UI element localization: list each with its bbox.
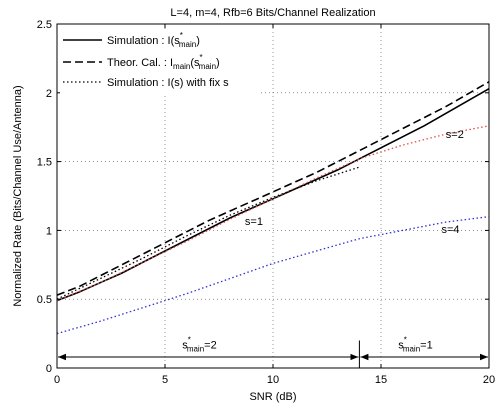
region-label: s* main=2 — [182, 336, 217, 354]
text-part: (s — [190, 57, 200, 69]
annotations: s=1s=2s=4s* main=2 s* main=1 — [58, 129, 488, 368]
region-label: s* main=1 — [398, 336, 433, 354]
text-part: * — [188, 336, 191, 345]
x-tick-label: 0 — [54, 374, 60, 386]
legend-label: Simulation : I(s* main) — [107, 31, 200, 49]
legend: Simulation : I(s* main)Theor. Cal. : Imai… — [60, 31, 260, 94]
x-tick-label: 5 — [162, 374, 168, 386]
y-tick-label: 0.5 — [37, 294, 52, 306]
chart-title: L=4, m=4, Rfb=6 Bits/Channel Realization — [170, 7, 375, 19]
text-part: ) — [216, 57, 220, 69]
y-tick-label: 2 — [46, 88, 52, 100]
series-layer — [57, 81, 489, 335]
text-part: main — [179, 40, 196, 49]
y-tick-label: 0 — [46, 363, 52, 375]
text-part: main — [187, 345, 204, 354]
text-part: =2 — [204, 340, 217, 352]
text-part: ) — [196, 35, 200, 47]
text-part: s — [182, 340, 188, 352]
text-part: Theor. Cal. : I — [107, 57, 173, 69]
series-label: s=2 — [446, 129, 464, 141]
x-tick-label: 20 — [483, 374, 495, 386]
text-part: * — [404, 336, 407, 345]
x-axis-title: SNR (dB) — [249, 391, 296, 403]
text-part: =1 — [420, 340, 433, 352]
x-tick-label: 15 — [375, 374, 387, 386]
ticks: 0 5 10 15 20 0 0.5 1 1.5 2 2.5 — [37, 19, 495, 386]
solid-series-line — [57, 88, 489, 302]
text-part: * — [200, 53, 203, 62]
legend-label: Simulation : I(s) with fix s — [107, 77, 229, 89]
dotted-series-line — [57, 166, 360, 300]
series-label: s=4 — [441, 224, 459, 236]
legend-box — [60, 32, 260, 94]
text-part: main — [403, 345, 420, 354]
y-tick-label: 1 — [46, 225, 52, 237]
text-part: s — [398, 340, 404, 352]
text-part: * — [180, 31, 183, 40]
y-tick-label: 2.5 — [37, 19, 52, 31]
series-label: s=1 — [245, 216, 263, 228]
y-axis-title: Normalized Rate (Bits/Channel Use/Antenn… — [12, 85, 24, 306]
text-part: main — [199, 62, 216, 71]
text-part: Simulation : I(s) with fix s — [107, 77, 229, 89]
x-tick-label: 10 — [267, 374, 279, 386]
dashed-series-line — [57, 81, 489, 296]
text-part: main — [173, 62, 190, 71]
legend-label: Theor. Cal. : Imain(s* main) — [107, 53, 220, 71]
text-part: Simulation : I(s — [107, 35, 180, 47]
y-tick-label: 1.5 — [37, 157, 52, 169]
